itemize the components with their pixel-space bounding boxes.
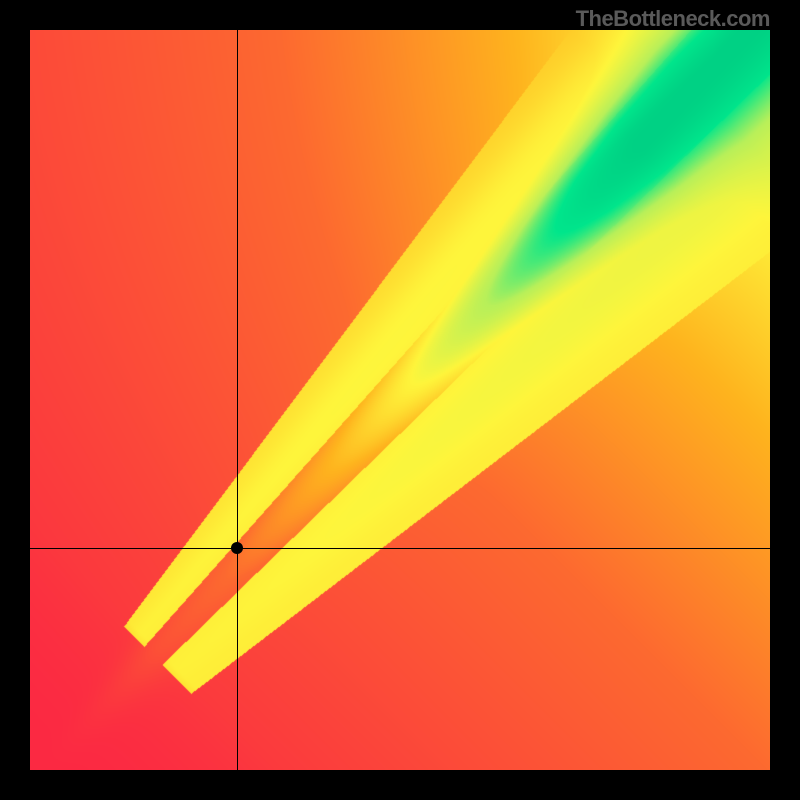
watermark-text: TheBottleneck.com	[576, 6, 770, 32]
crosshair-horizontal	[30, 548, 770, 549]
chart-container: TheBottleneck.com	[0, 0, 800, 800]
crosshair-vertical	[237, 30, 238, 770]
heatmap-canvas	[30, 30, 770, 770]
plot-area	[30, 30, 770, 770]
crosshair-marker	[231, 542, 243, 554]
